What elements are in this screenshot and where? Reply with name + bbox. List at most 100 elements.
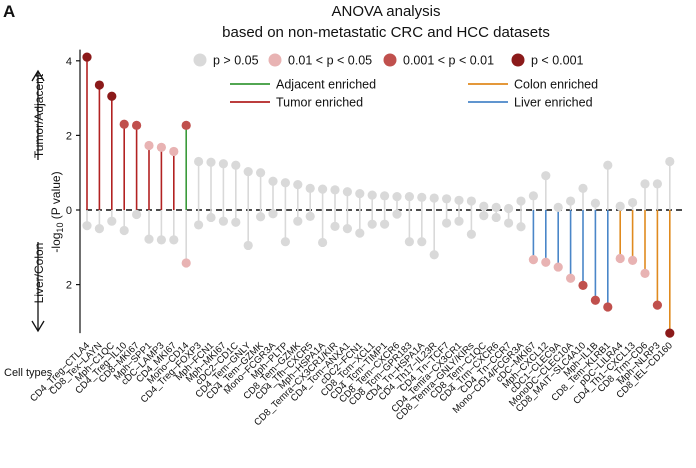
panel-label: A bbox=[3, 2, 15, 21]
dot-down bbox=[442, 218, 452, 228]
dot-down bbox=[256, 212, 266, 222]
dot-down bbox=[107, 216, 117, 226]
dot-up bbox=[479, 201, 489, 211]
dot-up bbox=[590, 198, 601, 208]
dot-up bbox=[392, 191, 402, 202]
dot-down bbox=[194, 220, 204, 230]
enrich-legend-label: Adjacent enriched bbox=[276, 78, 376, 92]
dot-down bbox=[615, 253, 625, 264]
dot-up bbox=[504, 203, 514, 214]
y-axis: 0 2 4 2 bbox=[66, 49, 81, 334]
dot-down bbox=[380, 219, 390, 229]
dot-down bbox=[665, 328, 675, 338]
pvalue-legend-label: 0.001 < p < 0.01 bbox=[403, 54, 494, 68]
dot-down bbox=[553, 262, 563, 272]
dot-up bbox=[280, 178, 290, 188]
dot-down bbox=[491, 212, 501, 223]
dot-down bbox=[541, 257, 551, 267]
dot-down bbox=[318, 237, 328, 248]
dot-up bbox=[466, 196, 476, 206]
dot-down bbox=[218, 216, 228, 226]
dot-up bbox=[231, 160, 241, 170]
dot-down bbox=[82, 221, 92, 231]
ylabel-top: Tumor/Adjacent bbox=[32, 73, 46, 158]
dot-down bbox=[516, 222, 526, 232]
dot-up bbox=[566, 196, 576, 206]
dot-down bbox=[305, 211, 315, 221]
dot-down bbox=[628, 255, 638, 265]
dot-up bbox=[355, 188, 365, 199]
dot-up bbox=[342, 187, 352, 197]
dot-down bbox=[119, 225, 129, 236]
dot-up bbox=[541, 171, 551, 181]
dot-down bbox=[528, 255, 539, 265]
dot-down bbox=[652, 300, 663, 310]
dot-down bbox=[231, 217, 241, 227]
pvalue-legend-label: p < 0.001 bbox=[531, 54, 584, 68]
chart-title-line1: ANOVA analysis bbox=[332, 3, 441, 20]
dot-up bbox=[268, 176, 278, 186]
x-tick-labels: CD4_Treg−CTLA4CD8_Tex−LAYNMph−C1QCCD4_Tr… bbox=[28, 340, 675, 428]
dot-down bbox=[640, 268, 650, 279]
dot-up bbox=[181, 120, 191, 130]
arrow-down-head bbox=[31, 320, 45, 333]
dot-down bbox=[429, 250, 439, 260]
dot-down bbox=[404, 237, 414, 247]
ylabel-mid-sub: 10 bbox=[55, 223, 65, 233]
dot-down bbox=[280, 237, 290, 247]
enrich-legend-label: Liver enriched bbox=[514, 96, 593, 110]
ylabel-mid-group: -log10 (P value) bbox=[49, 171, 65, 252]
dot-down bbox=[392, 209, 402, 219]
dot-down bbox=[268, 209, 278, 219]
dot-up bbox=[454, 195, 464, 205]
dot-up bbox=[652, 179, 663, 189]
ylabel-mid: -log10 (P value) bbox=[49, 171, 65, 252]
dot-up bbox=[156, 142, 166, 152]
xaxis-row-label: Cell types bbox=[4, 367, 53, 379]
dot-up bbox=[367, 190, 377, 200]
y-tick-label: 4 bbox=[66, 56, 72, 68]
dot-down bbox=[504, 218, 514, 228]
dot-up bbox=[603, 160, 613, 170]
dot-up bbox=[380, 191, 390, 201]
dot-down bbox=[603, 302, 613, 312]
dot-down bbox=[132, 209, 142, 220]
dot-up bbox=[628, 197, 638, 208]
dot-up bbox=[330, 185, 340, 195]
dots bbox=[82, 52, 675, 338]
dot-up bbox=[491, 202, 501, 212]
enrichment-legend: Adjacent enriched Tumor enriched Colon enr… bbox=[230, 78, 598, 110]
dot-down bbox=[181, 258, 191, 268]
pvalue-legend-swatch bbox=[511, 53, 525, 67]
dot-down bbox=[156, 235, 166, 245]
dot-up bbox=[429, 193, 439, 203]
dot-up bbox=[417, 192, 427, 202]
dot-down bbox=[578, 280, 588, 290]
dot-up bbox=[578, 183, 588, 193]
dot-down bbox=[206, 212, 216, 223]
dot-down bbox=[144, 234, 154, 244]
dot-up bbox=[528, 191, 539, 201]
enrich-legend-label: Tumor enriched bbox=[276, 96, 363, 110]
dot-up bbox=[218, 159, 228, 169]
dot-up bbox=[144, 140, 154, 151]
dot-up bbox=[404, 191, 414, 202]
dot-up bbox=[206, 157, 216, 167]
dot-down bbox=[293, 216, 303, 226]
dot-down bbox=[169, 235, 179, 245]
y-tick-label: 0 bbox=[66, 205, 72, 217]
pvalue-legend-swatch bbox=[268, 53, 282, 67]
ylabel-bottom-group: Liver/Colon bbox=[32, 243, 46, 304]
pvalue-legend-label: 0.01 < p < 0.05 bbox=[288, 54, 372, 68]
dot-up bbox=[553, 202, 563, 212]
ylabel-top-group: Tumor/Adjacent bbox=[32, 73, 46, 158]
dot-up bbox=[516, 196, 526, 206]
dot-up bbox=[243, 166, 253, 177]
dot-down bbox=[367, 219, 377, 229]
dot-up bbox=[305, 183, 315, 193]
dot-up bbox=[293, 180, 303, 190]
dot-up bbox=[82, 52, 92, 62]
dot-down bbox=[566, 273, 576, 283]
